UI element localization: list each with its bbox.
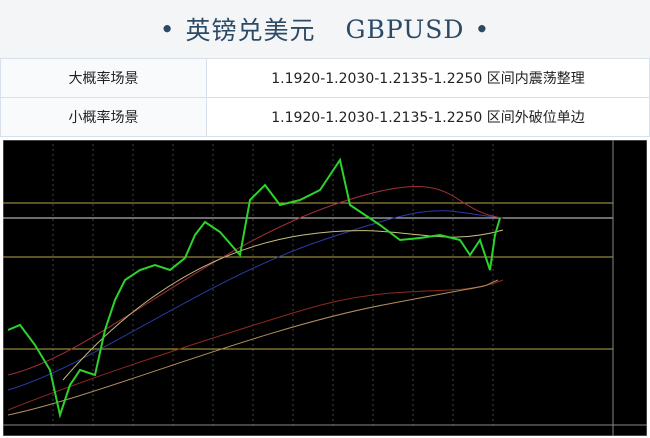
cell: 小概率场景	[0, 97, 207, 137]
bullet: •	[474, 14, 491, 44]
scenario-table: 大概率场景 1.1920-1.2030-1.2135-1.2250 区间内震荡整理…	[0, 58, 650, 137]
ma-line	[7, 279, 499, 416]
row: 小概率场景 1.1920-1.2030-1.2135-1.2250 区间外破位单边	[0, 97, 650, 137]
header: • 英镑兑美元 GBPUSD •	[0, 0, 650, 58]
ma-line	[62, 229, 504, 381]
levels	[3, 140, 647, 436]
cell: 大概率场景	[0, 58, 207, 98]
symbol: GBPUSD	[345, 14, 465, 44]
bullet: •	[159, 14, 176, 44]
ma-line	[7, 185, 504, 376]
cell: 1.1920-1.2030-1.2135-1.2250 区间内震荡整理	[206, 58, 650, 98]
row: 大概率场景 1.1920-1.2030-1.2135-1.2250 区间内震荡整理	[0, 58, 650, 98]
ma-line	[7, 210, 504, 391]
price-chart-image	[3, 140, 647, 436]
ma-line	[7, 279, 504, 411]
cell: 1.1920-1.2030-1.2135-1.2250 区间外破位单边	[206, 97, 650, 137]
price-line	[7, 157, 501, 419]
grid	[52, 144, 494, 425]
chart-bg	[3, 140, 647, 436]
title: 英镑兑美元	[185, 16, 316, 45]
